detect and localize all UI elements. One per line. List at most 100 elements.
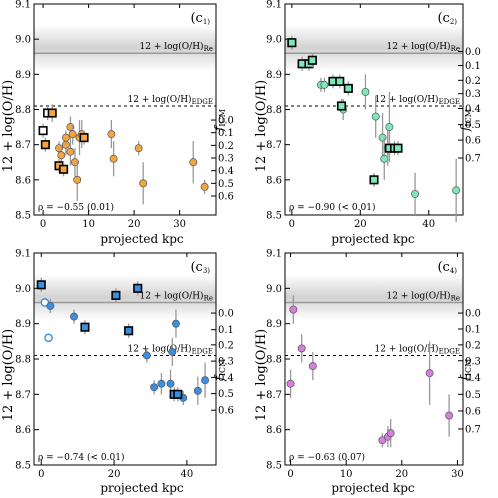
x-tick-label: 0: [289, 219, 295, 230]
x-axis-label-right-bottom: projected kpc: [331, 481, 415, 495]
data-point-circle: [166, 379, 175, 388]
y-tick-label: 8.9: [15, 70, 31, 81]
y-tick-label: 9.0: [15, 35, 31, 46]
ficm-tick-label: 0.1: [218, 325, 234, 336]
y-tick-label: 8.7: [266, 140, 282, 151]
panel-letter: (c2): [437, 11, 457, 26]
rho-annotation: ρ = −0.90 (< 0.01): [289, 202, 375, 213]
data-point-circle: [297, 344, 306, 353]
data-point-square: [79, 133, 89, 143]
y-tick-label: 8.8: [15, 105, 31, 116]
data-point-circle: [361, 87, 370, 96]
ref-label-re: 12 + log(O/H)Re: [387, 290, 460, 302]
data-point-circle: [57, 151, 66, 160]
data-point-square: [343, 83, 353, 93]
data-point-circle: [157, 379, 166, 388]
x-tick-label: 0: [38, 469, 44, 480]
y-tick-label: 8.8: [15, 355, 31, 366]
data-point-circle: [189, 158, 198, 167]
y-tick-label: 9.1: [266, 0, 282, 11]
panel-letter: (c3): [190, 260, 210, 275]
data-point-square: [47, 108, 57, 118]
data-point-square: [173, 389, 183, 399]
data-point-circle: [201, 376, 210, 385]
data-point-square: [336, 101, 347, 111]
panel-letter: (c1): [190, 11, 210, 26]
y-tick-label: 8.7: [266, 390, 282, 401]
y-tick-label: 8.9: [15, 319, 31, 330]
y-axis-label-bottom: 12 + log(O/H): [1, 329, 16, 422]
data-point-circle: [378, 133, 387, 142]
ficm-tick-label: 0.6: [465, 136, 481, 147]
data-point-circle: [452, 186, 461, 195]
x-tick-label: 40: [422, 219, 435, 230]
data-point-circle: [411, 189, 420, 198]
data-point-square: [124, 326, 134, 336]
ficm-tick-label: 0.0: [465, 47, 481, 58]
data-point-circle: [172, 319, 180, 328]
y-tick-label: 9.1: [15, 249, 31, 260]
data-point-circle: [445, 411, 454, 420]
y-tick-label: 8.7: [15, 140, 31, 151]
y-axis-label-right-top: 12 + log(O/H): [254, 80, 269, 173]
panel-4: 12 + log(O/H)Re 12 + log(O/H)EDGE 8.5 8.6 8.…: [266, 249, 481, 481]
data-point-square: [335, 76, 345, 86]
data-point-circle: [168, 347, 177, 356]
rho-annotation: ρ = −0.74 (< 0.01): [38, 452, 124, 463]
ficm-axis-label: fICM: [458, 359, 473, 382]
y-axis-label-right-bottom: 12 + log(O/H): [254, 329, 269, 422]
rho-annotation: ρ = −0.63 (0.07): [289, 452, 365, 463]
ficm-tick-label: 0.4: [465, 373, 481, 384]
ficm-tick-label: 0.5: [465, 390, 481, 401]
ficm-axis-label: fICM: [212, 359, 227, 382]
data-point-circle: [289, 305, 298, 314]
ficm-tick-label: 0.0: [218, 116, 234, 127]
data-point-circle: [378, 436, 387, 445]
x-tick-label: 10: [82, 219, 95, 230]
y-tick-label: 9.1: [15, 0, 31, 11]
data-point-circle: [386, 429, 395, 438]
y-tick-label: 8.6: [15, 425, 31, 436]
data-point-square: [307, 55, 317, 65]
x-axis-label-right-top: projected kpc: [331, 232, 415, 246]
data-point-circle: [200, 182, 209, 191]
data-point-circle: [150, 383, 159, 392]
y-tick-label: 9.1: [266, 249, 282, 260]
x-tick-label: 20: [108, 469, 121, 480]
data-point-square: [36, 280, 46, 290]
ficm-tick-label: 0.2: [218, 340, 234, 351]
x-tick-label: 0: [40, 219, 46, 230]
rho-annotation: ρ = −0.55 (0.01): [38, 202, 114, 213]
y-tick-label: 8.5: [266, 211, 282, 222]
panels: 12 + log(O/H)Re 12 + log(O/H)EDGE 8.5 8.6 8.…: [15, 0, 481, 480]
y-tick-label: 9.0: [15, 284, 31, 295]
data-point-circle: [40, 298, 50, 307]
ficm-tick-label: 0.0: [465, 309, 481, 320]
ref-label-re: 12 + log(O/H)Re: [140, 290, 213, 302]
ficm-tick-label: 0.3: [465, 356, 481, 367]
y-tick-label: 8.8: [266, 105, 282, 116]
y-tick-label: 8.5: [15, 461, 31, 472]
ref-label-edge: 12 + log(O/H)EDGE: [375, 343, 461, 355]
x-axis-label-left-top: projected kpc: [100, 232, 184, 246]
data-point-square: [287, 38, 297, 48]
y-tick-label: 8.7: [15, 390, 31, 401]
x-tick-label: 10: [340, 469, 353, 480]
x-tick-label: 20: [354, 219, 367, 230]
ficm-tick-label: 0.5: [465, 120, 481, 131]
data-point-circle: [44, 333, 53, 343]
data-point-circle: [109, 154, 118, 163]
effective-radius-band: [285, 274, 463, 321]
data-point-square: [38, 126, 48, 136]
data-point-circle: [371, 112, 380, 121]
data-point-circle: [385, 123, 394, 132]
data-point-square: [369, 175, 379, 185]
ficm-tick-label: 0.2: [218, 141, 234, 152]
data-point-square: [80, 322, 90, 332]
y-tick-label: 8.9: [266, 70, 282, 81]
data-point-square: [40, 140, 50, 150]
x-axis-label-left-bottom: projected kpc: [100, 481, 184, 495]
data-point-circle: [73, 175, 82, 184]
data-point-circle: [70, 312, 78, 321]
